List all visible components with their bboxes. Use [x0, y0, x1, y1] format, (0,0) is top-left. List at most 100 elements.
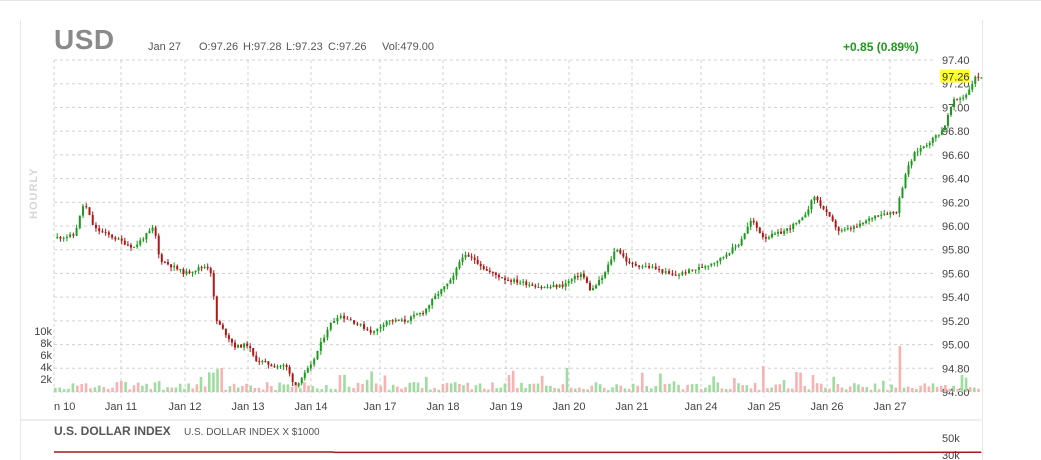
candle-body [959, 98, 962, 100]
candle-body [855, 226, 858, 228]
candle-body [215, 296, 218, 322]
volume-bar [441, 383, 445, 392]
candle-body [467, 254, 470, 257]
volume-bar [412, 382, 416, 392]
candle-body [922, 146, 925, 149]
candle-body [182, 269, 185, 275]
candle-body [221, 324, 224, 329]
candle-body [98, 228, 101, 232]
volume-bar [919, 385, 922, 392]
candle-body [400, 319, 403, 321]
candle-body [458, 261, 461, 269]
volume-bar [886, 389, 889, 392]
volume-bar [286, 384, 290, 392]
volume-bar [416, 382, 420, 392]
volume-bar [832, 376, 835, 392]
volume-bar [695, 383, 698, 392]
volume-bar [865, 387, 869, 392]
candle-body [329, 322, 332, 330]
volume-bar [162, 389, 165, 392]
candle-body [619, 249, 622, 254]
candle-body [473, 257, 476, 260]
candle-body [567, 281, 570, 284]
volume-bar [408, 382, 412, 392]
volume-bar [111, 387, 114, 392]
candle-body [910, 160, 913, 166]
candle-body [570, 279, 573, 282]
volume-bar [569, 387, 573, 392]
volume-bar [157, 381, 161, 392]
candle-body [528, 284, 531, 286]
last-price-highlight [940, 69, 970, 83]
candle-body [607, 264, 610, 272]
candle-body [206, 266, 209, 269]
candle-body [145, 233, 148, 240]
candle-body [774, 233, 777, 235]
candle-body [540, 286, 543, 288]
candle-body [858, 223, 861, 227]
price-tick-label: 95.00 [942, 340, 970, 352]
volume-bar [482, 388, 486, 392]
candle-body [516, 279, 519, 283]
candle-body [91, 214, 94, 225]
volume-bar [844, 389, 848, 392]
volume-bar [766, 388, 769, 392]
candle-body [488, 270, 491, 272]
candle-body [638, 265, 641, 268]
volume-bar [848, 386, 852, 392]
volume-bar [224, 389, 228, 392]
volume-bar [153, 382, 157, 392]
candle-body [188, 271, 191, 273]
candle-body [431, 299, 434, 306]
volume-bar [733, 377, 736, 392]
volume-bar [236, 387, 240, 392]
index-tick-label: 30k [942, 450, 960, 460]
candle-body [154, 227, 157, 236]
candle-body [300, 378, 303, 384]
candle-body [889, 212, 892, 215]
volume-bar [216, 369, 219, 392]
volume-tick-label: 6k [40, 350, 52, 362]
candle-body [731, 247, 734, 254]
candle-body [252, 348, 255, 356]
volume-bar [191, 388, 195, 392]
volume-bar [220, 368, 223, 392]
volume-bar [183, 388, 186, 392]
volume-tick-label: 8k [40, 338, 52, 350]
price-tick-label: 94.80 [942, 363, 970, 375]
volume-bar [857, 384, 860, 392]
candle-body [907, 165, 910, 175]
candle-body [822, 206, 825, 210]
candle-body [770, 233, 773, 238]
volume-bar [668, 383, 671, 392]
candle-body [648, 266, 651, 268]
volume-bar [741, 385, 744, 392]
volume-bar [124, 382, 127, 392]
price-tick-label: 96.80 [942, 126, 970, 138]
candle-body [372, 331, 375, 333]
candle-body [725, 254, 728, 257]
candle-body [728, 253, 731, 255]
candle-body [288, 367, 291, 374]
volume-bar [828, 388, 831, 392]
candle-body [482, 266, 485, 269]
candle-body [704, 266, 707, 268]
volume-bar [71, 383, 75, 392]
candle-body [874, 215, 877, 219]
candle-body [179, 269, 182, 271]
candle-body [500, 277, 503, 279]
volume-bar [141, 385, 144, 392]
volume-bar [257, 387, 261, 392]
index-subtitle: U.S. DOLLAR INDEX X $1000 [184, 427, 320, 438]
candle-body [564, 283, 567, 287]
volume-bar [132, 385, 136, 392]
candle-body [592, 288, 595, 291]
candle-body [504, 278, 507, 280]
volume-bar [582, 388, 585, 392]
volume-bar [76, 385, 79, 392]
volume-bar [487, 389, 490, 392]
volume-bar [516, 387, 519, 392]
volume-bar [458, 383, 461, 392]
volume-bar [915, 388, 918, 392]
volume-bar [898, 346, 902, 392]
